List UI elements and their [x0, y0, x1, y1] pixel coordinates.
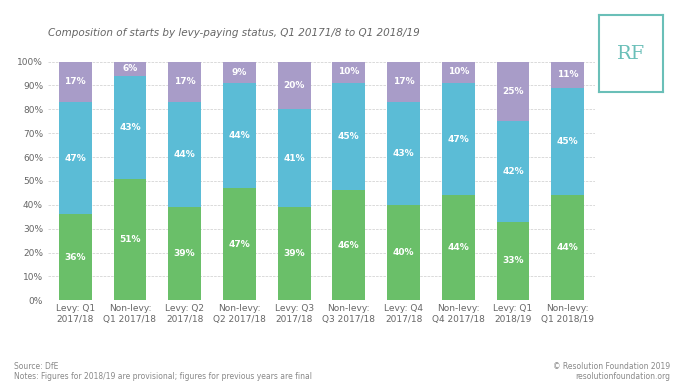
Bar	[59, 214, 92, 300]
Text: 10%: 10%	[447, 67, 469, 75]
Text: 44%: 44%	[174, 150, 196, 159]
Bar	[278, 62, 311, 109]
Text: 44%: 44%	[447, 243, 469, 252]
Bar	[551, 62, 584, 88]
Text: 36%: 36%	[64, 253, 86, 262]
Bar	[497, 221, 529, 300]
Text: 41%: 41%	[283, 154, 305, 163]
Bar	[59, 62, 92, 102]
Text: 17%: 17%	[64, 77, 86, 86]
Bar	[278, 207, 311, 300]
Bar	[497, 121, 529, 221]
Text: 51%: 51%	[119, 235, 141, 244]
Bar	[551, 195, 584, 300]
Text: 39%: 39%	[283, 249, 305, 258]
Bar	[223, 83, 256, 188]
Text: 44%: 44%	[557, 243, 579, 252]
Text: 46%: 46%	[338, 241, 360, 250]
Bar	[223, 62, 256, 83]
Bar	[387, 62, 420, 102]
Text: RF: RF	[617, 45, 645, 63]
Text: 10%: 10%	[338, 67, 360, 75]
Bar	[551, 88, 584, 195]
Text: 47%: 47%	[64, 154, 86, 163]
Bar	[278, 109, 311, 207]
Bar	[332, 59, 365, 83]
Text: 45%: 45%	[338, 132, 360, 141]
Text: 25%: 25%	[502, 87, 524, 96]
Bar	[114, 62, 146, 76]
Bar	[497, 62, 529, 121]
Text: 42%: 42%	[502, 167, 524, 176]
Bar	[332, 191, 365, 300]
Text: Composition of starts by levy-paying status, Q1 20171/8 to Q1 2018/19: Composition of starts by levy-paying sta…	[48, 28, 419, 38]
Bar	[114, 179, 146, 300]
Bar	[168, 62, 201, 102]
Bar	[387, 205, 420, 300]
Bar	[168, 207, 201, 300]
Text: 9%: 9%	[232, 68, 247, 77]
Bar	[442, 59, 475, 83]
Text: 33%: 33%	[502, 256, 524, 265]
Text: 44%: 44%	[228, 131, 250, 140]
Bar	[168, 102, 201, 207]
Text: © Resolution Foundation 2019
resolutionfoundation.org: © Resolution Foundation 2019 resolutionf…	[553, 362, 670, 381]
Text: Source: DfE
Notes: Figures for 2018/19 are provisional; figures for previous yea: Source: DfE Notes: Figures for 2018/19 a…	[14, 362, 312, 381]
Bar	[387, 102, 420, 205]
Bar	[59, 102, 92, 214]
Text: 20%: 20%	[283, 81, 305, 90]
Bar	[223, 188, 256, 300]
Bar	[442, 195, 475, 300]
Text: 17%: 17%	[174, 77, 196, 86]
Text: 47%: 47%	[447, 135, 469, 144]
Text: 40%: 40%	[393, 248, 415, 257]
Text: 39%: 39%	[174, 249, 196, 258]
Bar	[442, 83, 475, 195]
Text: 17%: 17%	[393, 77, 415, 86]
Text: 6%: 6%	[122, 64, 137, 73]
Text: 47%: 47%	[228, 240, 250, 249]
Text: 45%: 45%	[557, 137, 579, 146]
Text: 43%: 43%	[393, 149, 415, 158]
Bar	[332, 83, 365, 191]
Bar	[114, 76, 146, 179]
Text: 43%: 43%	[119, 123, 141, 132]
Text: 11%: 11%	[557, 70, 579, 79]
